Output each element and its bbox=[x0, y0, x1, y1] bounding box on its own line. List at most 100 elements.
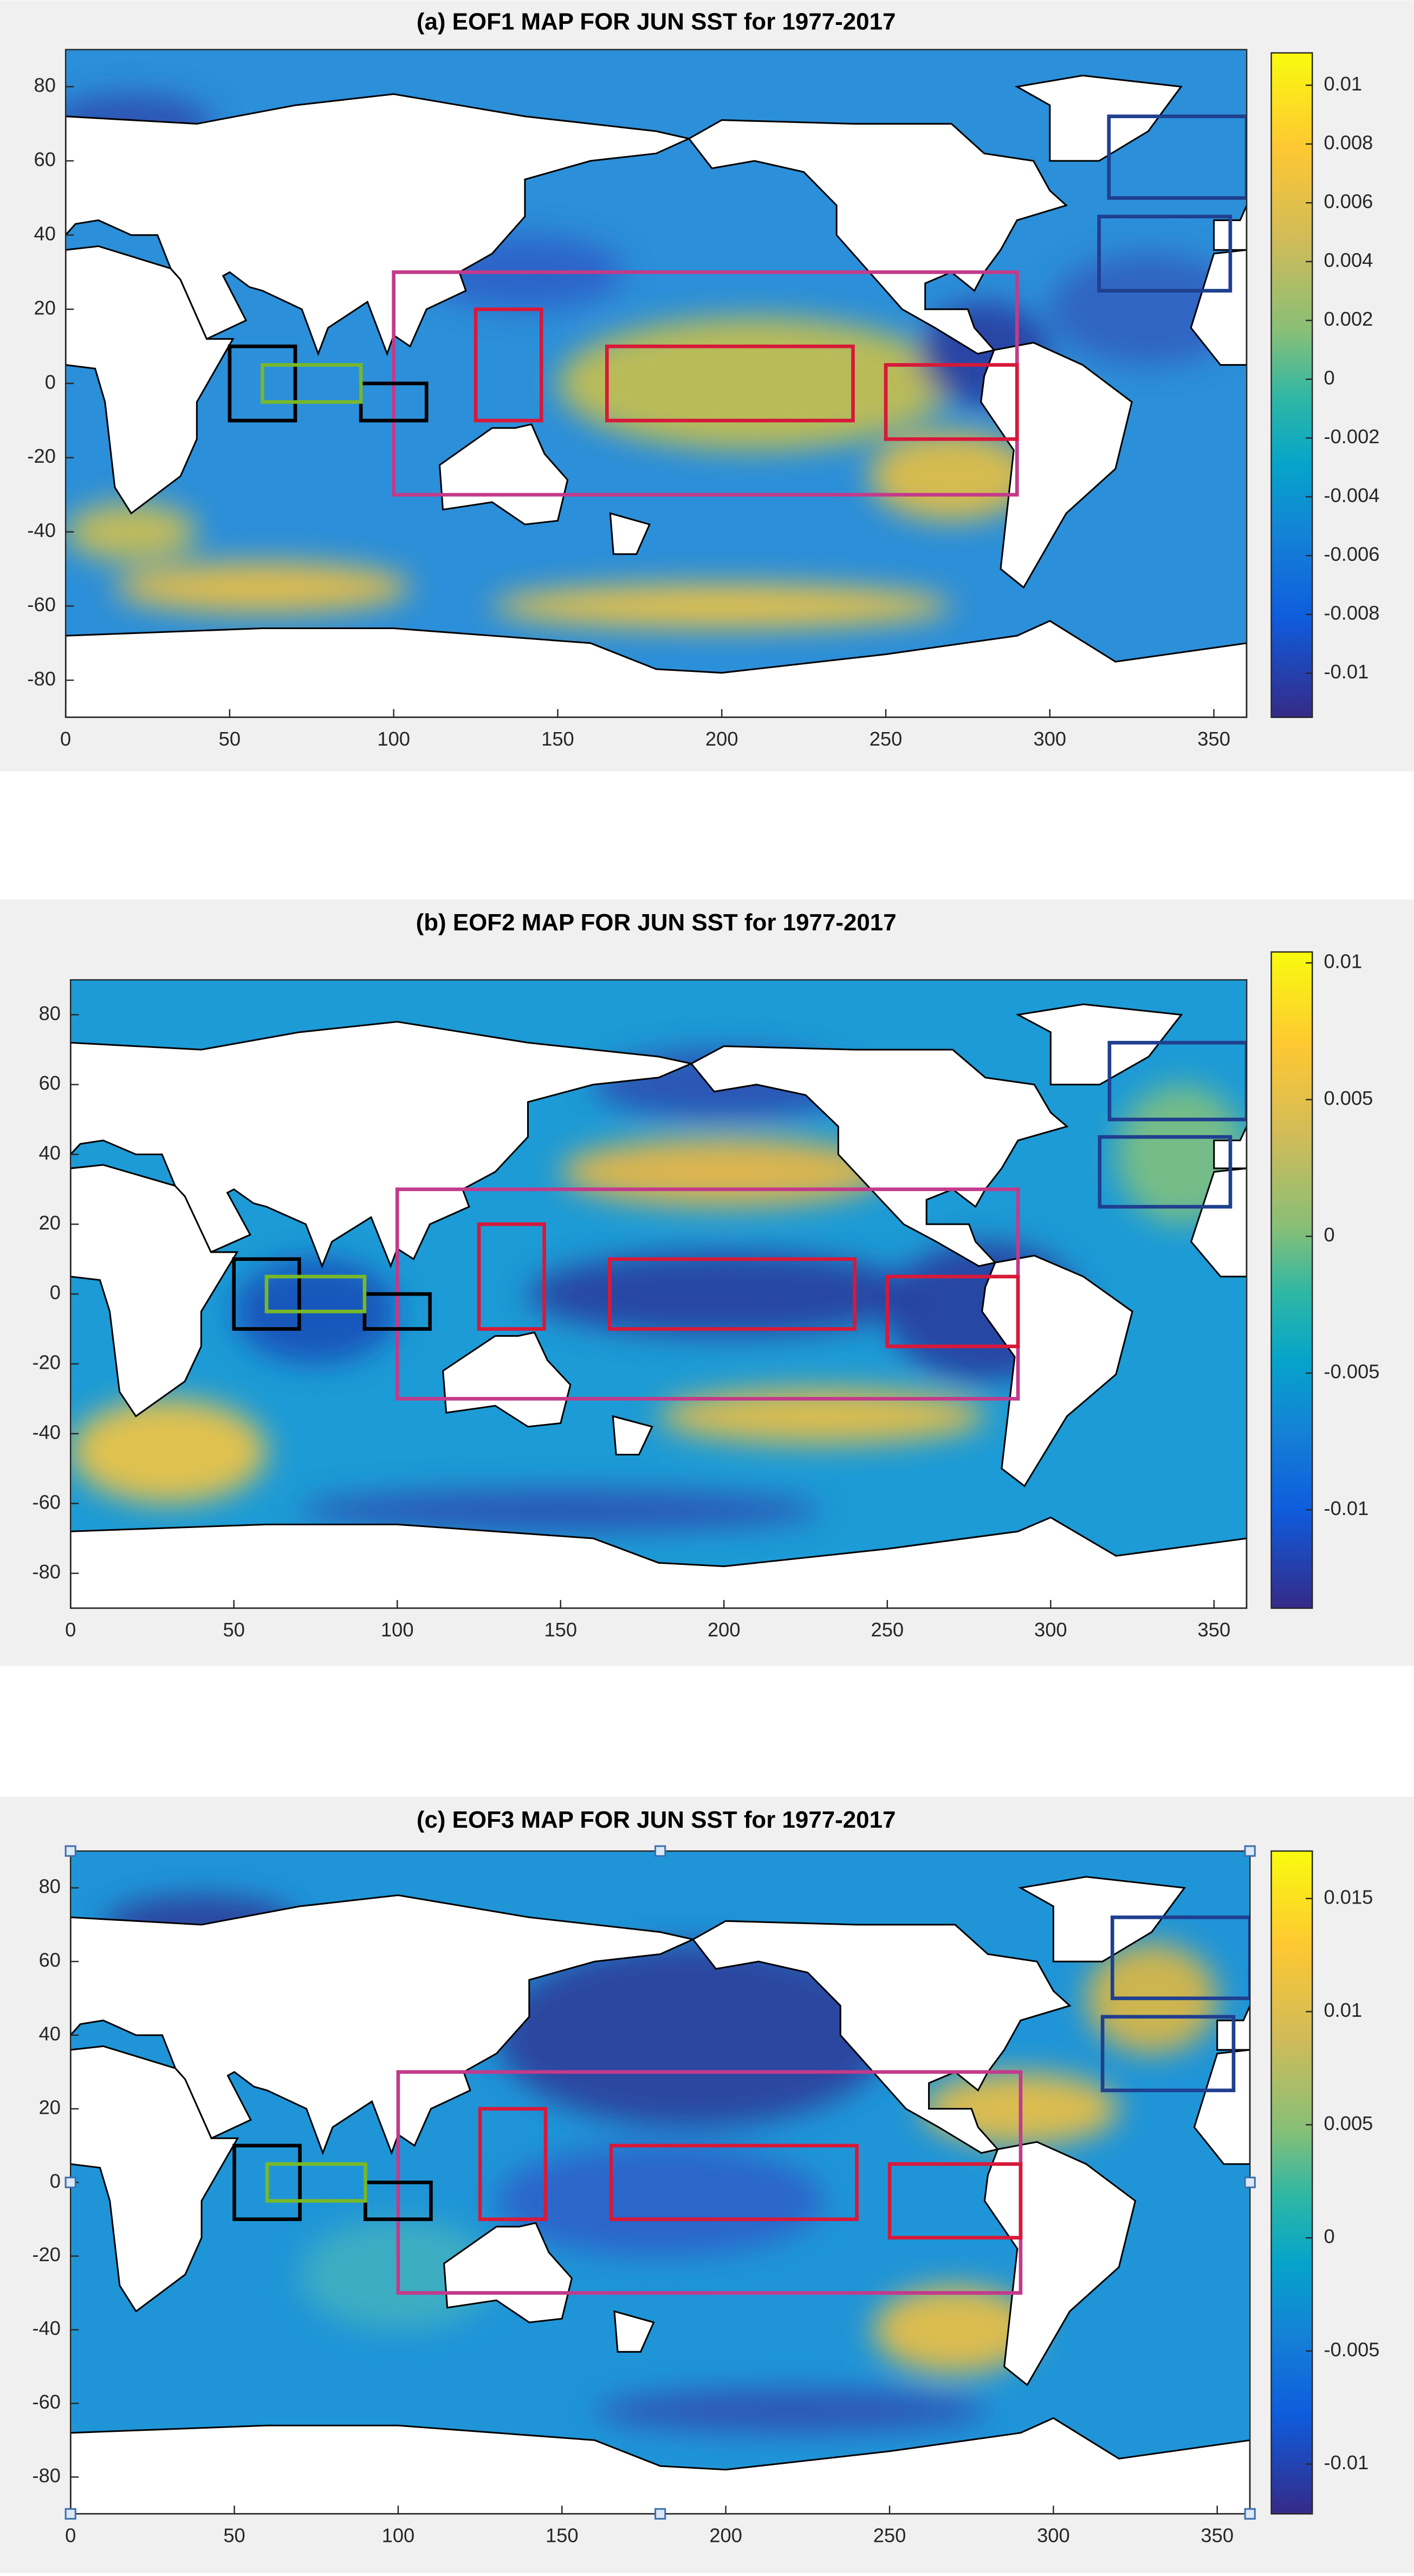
colorbar bbox=[1270, 52, 1313, 719]
region-box bbox=[887, 2162, 1023, 2240]
x-tick-label: 0 bbox=[60, 728, 71, 750]
land bbox=[1190, 1167, 1247, 1278]
chart-title: (b) EOF2 MAP FOR JUN SST for 1977-2017 bbox=[416, 909, 897, 936]
x-tick-label: 150 bbox=[541, 728, 574, 750]
x-tick-label: 300 bbox=[1034, 728, 1067, 750]
selection-handle bbox=[654, 2508, 666, 2520]
x-tick-label: 0 bbox=[65, 2524, 76, 2546]
y-tick-label: -60 bbox=[27, 593, 56, 616]
region-box bbox=[232, 2144, 302, 2221]
colorbar-tick-label: -0.002 bbox=[1324, 425, 1379, 448]
land bbox=[690, 1045, 1069, 1267]
region-box bbox=[1098, 1135, 1233, 1209]
region-box bbox=[265, 2162, 367, 2203]
field-anomaly bbox=[70, 1399, 267, 1504]
x-tick-label: 250 bbox=[871, 1619, 904, 1641]
colorbar-tick-label: -0.005 bbox=[1324, 2338, 1379, 2360]
colorbar-tick-label: 0.002 bbox=[1324, 308, 1373, 330]
x-tick-label: 350 bbox=[1201, 2524, 1234, 2546]
region-box bbox=[605, 344, 855, 423]
x-tick-label: 50 bbox=[219, 728, 241, 750]
y-tick-label: -60 bbox=[33, 2391, 61, 2413]
y-tick-label: -80 bbox=[33, 2464, 61, 2487]
y-tick-label: 20 bbox=[39, 1212, 61, 1234]
field-anomaly bbox=[557, 316, 952, 450]
x-tick-label: 250 bbox=[873, 2524, 906, 2546]
y-tick-label: -40 bbox=[27, 519, 56, 541]
y-tick-label: 0 bbox=[50, 2170, 61, 2192]
region-box bbox=[261, 363, 363, 404]
field-anomaly bbox=[496, 1943, 890, 2127]
land bbox=[66, 93, 692, 357]
y-tick-label: 80 bbox=[39, 1002, 61, 1024]
x-tick-label: 100 bbox=[382, 2524, 415, 2546]
region-box bbox=[885, 1274, 1020, 1349]
selection-handle bbox=[64, 2508, 76, 2520]
chart-title: (c) EOF3 MAP FOR JUN SST for 1977-2017 bbox=[417, 1807, 896, 1833]
field-anomaly bbox=[496, 2145, 825, 2256]
y-tick-label: 60 bbox=[34, 148, 56, 170]
land bbox=[609, 512, 651, 555]
land bbox=[612, 1415, 653, 1455]
selection-handle bbox=[1244, 2508, 1256, 2520]
colorbar-tick-label: 0.01 bbox=[1324, 73, 1362, 95]
colorbar-tick-label: 0.01 bbox=[1324, 1999, 1362, 2021]
x-tick-label: 150 bbox=[544, 1619, 577, 1641]
colorbar-tick-label: 0.005 bbox=[1324, 2112, 1373, 2134]
x-tick-label: 300 bbox=[1034, 1619, 1067, 1641]
x-tick-label: 100 bbox=[377, 728, 410, 750]
region-box bbox=[1107, 114, 1247, 200]
y-tick-label: -40 bbox=[33, 1421, 61, 1443]
region-box bbox=[477, 1222, 546, 1331]
region-box bbox=[609, 2144, 859, 2221]
colorbar-tick-label: 0.015 bbox=[1324, 1886, 1373, 1908]
region-box bbox=[1100, 2015, 1236, 2093]
panel: (c) EOF3 MAP FOR JUN SST for 1977-2017 0 5… bbox=[0, 1797, 1414, 2573]
colorbar-tick-label: -0.008 bbox=[1324, 602, 1379, 624]
field-anomaly bbox=[114, 561, 410, 614]
field-anomaly bbox=[528, 1252, 920, 1336]
x-tick-label: 250 bbox=[870, 728, 903, 750]
land bbox=[70, 1894, 696, 2156]
y-tick-label: -20 bbox=[27, 445, 56, 467]
region-box bbox=[607, 1257, 857, 1331]
colorbar-tick-label: 0 bbox=[1324, 1224, 1334, 1246]
land bbox=[70, 1021, 694, 1268]
colorbar-tick-label: -0.005 bbox=[1324, 1361, 1379, 1383]
land bbox=[687, 119, 1068, 355]
field-anomaly bbox=[869, 431, 1034, 521]
x-tick-label: 150 bbox=[546, 2524, 579, 2546]
y-tick-label: 0 bbox=[50, 1281, 61, 1304]
land bbox=[1193, 2049, 1250, 2165]
y-tick-label: -60 bbox=[33, 1491, 61, 1513]
land bbox=[70, 2417, 1250, 2514]
y-tick-label: 60 bbox=[39, 1949, 61, 1971]
selection-handle bbox=[64, 2177, 76, 2189]
field-pattern bbox=[103, 1895, 1217, 2433]
field-anomaly bbox=[594, 2389, 988, 2433]
x-tick-label: 300 bbox=[1037, 2524, 1070, 2546]
colorbar bbox=[1270, 1850, 1313, 2515]
region-box bbox=[228, 344, 297, 423]
region-box bbox=[478, 2107, 548, 2221]
colorbar-tick-label: -0.01 bbox=[1324, 2451, 1368, 2474]
map-area bbox=[70, 1851, 1250, 2514]
y-tick-label: -20 bbox=[33, 2243, 61, 2266]
field-anomaly bbox=[492, 584, 952, 629]
land bbox=[443, 2222, 573, 2323]
colorbar-tick-label: 0.008 bbox=[1324, 131, 1373, 153]
y-tick-label: -80 bbox=[33, 1561, 61, 1583]
y-tick-label: 20 bbox=[39, 2096, 61, 2118]
region-box bbox=[884, 363, 1019, 441]
colorbar-tick-label: 0.01 bbox=[1324, 950, 1362, 973]
panel: (b) EOF2 MAP FOR JUN SST for 1977-2017 0 5… bbox=[0, 899, 1414, 1666]
colorbar-tick-label: 0.005 bbox=[1324, 1087, 1373, 1109]
x-tick-label: 0 bbox=[65, 1619, 76, 1641]
chart-title: (a) EOF1 MAP FOR JUN SST for 1977-2017 bbox=[417, 9, 896, 35]
y-tick-label: -20 bbox=[33, 1351, 61, 1374]
selection-handle bbox=[64, 1845, 76, 1857]
field-anomaly bbox=[873, 2285, 1037, 2374]
region-box bbox=[264, 1274, 367, 1313]
x-tick-label: 350 bbox=[1198, 1619, 1231, 1641]
